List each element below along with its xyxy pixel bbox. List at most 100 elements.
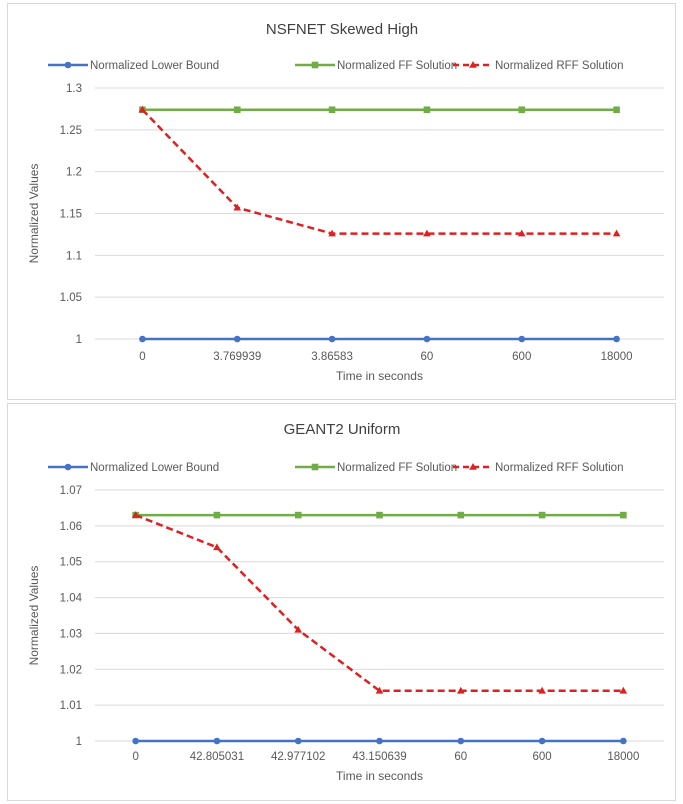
data-point — [376, 737, 383, 745]
legend-marker — [469, 61, 477, 68]
series-normalized-ff-solution — [132, 511, 627, 519]
series-normalized-rff-solution — [138, 105, 621, 237]
data-point — [613, 335, 620, 343]
legend-label: Normalized FF Solution — [337, 60, 457, 72]
legend-marker — [311, 61, 319, 69]
data-point — [294, 511, 302, 519]
legend-item: Normalized Lower Bound — [48, 60, 219, 72]
chart-title: GEANT2 Uniform — [284, 421, 401, 438]
data-point — [620, 737, 627, 745]
x-tick-label: 600 — [512, 351, 531, 363]
data-point — [213, 511, 221, 519]
y-tick-label: 1.04 — [60, 593, 83, 605]
legend-label: Normalized FF Solution — [337, 462, 457, 474]
legend-label: Normalized RFF Solution — [495, 60, 623, 72]
x-tick-label: 3.86583 — [311, 351, 353, 363]
y-tick-label: 1.02 — [60, 664, 82, 676]
y-tick-label: 1.2 — [66, 167, 82, 179]
data-point — [423, 229, 431, 237]
y-tick-label: 1 — [76, 334, 82, 346]
legend-item: Normalized FF Solution — [295, 462, 457, 474]
y-axis-title: Normalized Values — [27, 566, 41, 666]
legend-marker — [64, 463, 72, 471]
series-line — [141, 108, 617, 235]
legend-marker — [469, 463, 477, 470]
data-point — [131, 511, 140, 518]
data-point — [456, 686, 465, 694]
x-tick-label: 3.769939 — [213, 351, 261, 363]
chart-geant2-uniform: GEANT2 Uniform Normalized Lower Bound Norm… — [27, 421, 664, 783]
legend-item: Normalized FF Solution — [295, 60, 457, 72]
chart-panel-geant2: GEANT2 Uniform Normalized Lower Bound Norm… — [7, 403, 676, 801]
x-tick-label: 42.977102 — [271, 751, 325, 763]
data-point — [233, 203, 242, 211]
data-point — [233, 106, 241, 114]
y-tick-label: 1.07 — [60, 485, 82, 497]
chart-nsfnet-skewed-high: NSFNET Skewed High Normalized Lower Bound… — [27, 21, 664, 383]
data-point — [138, 105, 147, 113]
data-point — [457, 511, 465, 519]
data-point — [423, 335, 431, 343]
data-point — [328, 106, 336, 114]
x-tick-label: 600 — [532, 751, 551, 763]
x-tick-label: 43.150639 — [352, 751, 406, 763]
data-point — [613, 106, 620, 114]
series-normalized-ff-solution — [139, 106, 620, 114]
legend-item: Normalized Lower Bound — [48, 462, 219, 474]
series-normalized-lower-bound — [132, 737, 627, 745]
series-line — [135, 513, 624, 693]
data-point — [294, 737, 302, 745]
data-point — [328, 229, 336, 237]
legend-label: Normalized RFF Solution — [495, 462, 623, 474]
data-point — [294, 625, 303, 633]
legend-label: Normalized Lower Bound — [90, 60, 219, 72]
data-point — [457, 737, 465, 745]
legend-label: Normalized Lower Bound — [90, 462, 219, 474]
series-normalized-rff-solution — [131, 511, 628, 694]
data-point — [328, 335, 336, 343]
y-tick-label: 1.3 — [66, 83, 82, 95]
data-point — [423, 106, 431, 114]
legend-marker — [311, 463, 319, 471]
y-tick-label: 1.15 — [60, 209, 82, 221]
x-tick-label: 0 — [132, 751, 138, 763]
data-point — [213, 737, 221, 745]
data-point — [518, 106, 526, 114]
y-tick-label: 1.06 — [60, 521, 82, 533]
x-tick-label: 60 — [454, 751, 467, 763]
data-point — [376, 511, 383, 519]
x-tick-label: 18000 — [607, 751, 639, 763]
data-point — [139, 335, 146, 343]
data-point — [233, 335, 241, 343]
data-point — [612, 229, 621, 237]
legend-item: Normalized RFF Solution — [453, 60, 623, 72]
y-axis-title: Normalized Values — [27, 164, 41, 264]
x-tick-label: 0 — [139, 351, 145, 363]
chart-title: NSFNET Skewed High — [266, 21, 418, 38]
y-tick-label: 1 — [76, 736, 82, 748]
data-point — [538, 737, 546, 745]
x-tick-label: 42.805031 — [190, 751, 244, 763]
data-point — [517, 229, 526, 237]
series-normalized-lower-bound — [139, 335, 620, 343]
y-tick-label: 1.01 — [60, 700, 82, 712]
data-point — [132, 737, 139, 745]
y-tick-label: 1.1 — [66, 250, 82, 262]
x-tick-label: 60 — [421, 351, 434, 363]
legend-marker — [64, 61, 72, 69]
x-axis-title: Time in seconds — [336, 769, 423, 783]
data-point — [375, 686, 384, 694]
x-axis-title: Time in seconds — [336, 369, 423, 383]
data-point — [538, 511, 546, 519]
y-tick-label: 1.05 — [60, 292, 82, 304]
data-point — [538, 686, 546, 694]
y-tick-label: 1.05 — [60, 557, 82, 569]
data-point — [213, 543, 221, 551]
legend-item: Normalized RFF Solution — [453, 462, 623, 474]
data-point — [620, 511, 627, 519]
chart-panel-nsfnet: NSFNET Skewed High Normalized Lower Bound… — [7, 3, 676, 400]
x-tick-label: 18000 — [601, 351, 633, 363]
y-tick-label: 1.03 — [60, 628, 82, 640]
y-tick-label: 1.25 — [60, 125, 82, 137]
data-point — [518, 335, 526, 343]
